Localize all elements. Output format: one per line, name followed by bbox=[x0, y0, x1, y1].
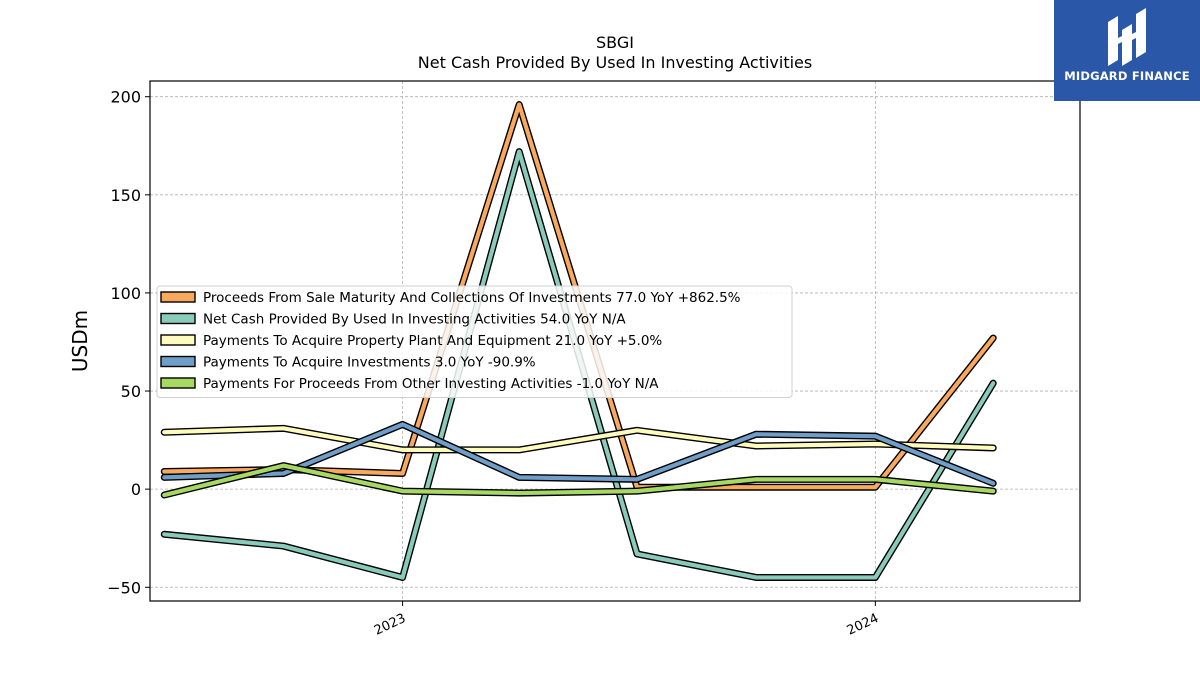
legend-swatch bbox=[160, 377, 196, 389]
chart-subtitle: Net Cash Provided By Used In Investing A… bbox=[418, 53, 812, 72]
legend-label: Payments To Acquire Property Plant And E… bbox=[203, 333, 662, 349]
x-axis-ticks: 2023 2024 bbox=[372, 601, 881, 639]
y-tick-label: −50 bbox=[107, 578, 141, 597]
legend-swatch bbox=[160, 355, 196, 368]
brand-name: MIDGARD FINANCE bbox=[1064, 69, 1190, 83]
legend-label: Net Cash Provided By Used In Investing A… bbox=[203, 312, 626, 328]
y-tick-label: 100 bbox=[110, 284, 141, 303]
legend-swatch bbox=[160, 334, 196, 346]
series-line-outline bbox=[160, 420, 997, 487]
brand-logo: MIDGARD FINANCE bbox=[1054, 0, 1200, 101]
legend-entry: Payments To Acquire Property Plant And E… bbox=[160, 333, 662, 349]
series-line bbox=[162, 422, 996, 486]
x-tick-label: 2024 bbox=[845, 611, 881, 639]
legend-swatch bbox=[160, 312, 196, 325]
legend-label: Payments For Proceeds From Other Investi… bbox=[203, 376, 659, 392]
y-axis-label: USDm bbox=[68, 310, 92, 372]
series-3 bbox=[160, 424, 997, 454]
series-line bbox=[162, 426, 996, 453]
legend-label: Payments To Acquire Investments 3.0 YoY … bbox=[203, 355, 536, 371]
x-tick-label: 2023 bbox=[372, 611, 408, 639]
legend-entry: Net Cash Provided By Used In Investing A… bbox=[160, 312, 626, 328]
midgard-logo-icon bbox=[1108, 8, 1146, 66]
series-line bbox=[162, 463, 996, 498]
series-4 bbox=[160, 420, 997, 487]
legend-entry: Proceeds From Sale Maturity And Collecti… bbox=[160, 290, 741, 306]
y-axis-ticks: −50 0 50 100 150 200 bbox=[107, 88, 150, 597]
y-tick-label: 150 bbox=[110, 186, 141, 205]
y-tick-label: 0 bbox=[131, 480, 141, 499]
plot-frame bbox=[149, 80, 1081, 602]
series-5 bbox=[160, 462, 997, 499]
y-tick-label: 50 bbox=[121, 382, 141, 401]
legend-label: Proceeds From Sale Maturity And Collecti… bbox=[203, 290, 741, 306]
legend-swatch bbox=[160, 291, 196, 303]
legend-entry: Payments To Acquire Investments 3.0 YoY … bbox=[160, 355, 536, 371]
legend-box bbox=[156, 285, 793, 398]
y-tick-label: 200 bbox=[110, 88, 141, 107]
legend-entry: Payments For Proceeds From Other Investi… bbox=[160, 376, 659, 392]
legend: Proceeds From Sale Maturity And Collecti… bbox=[156, 285, 793, 398]
chart-title: SBGI bbox=[596, 33, 634, 52]
